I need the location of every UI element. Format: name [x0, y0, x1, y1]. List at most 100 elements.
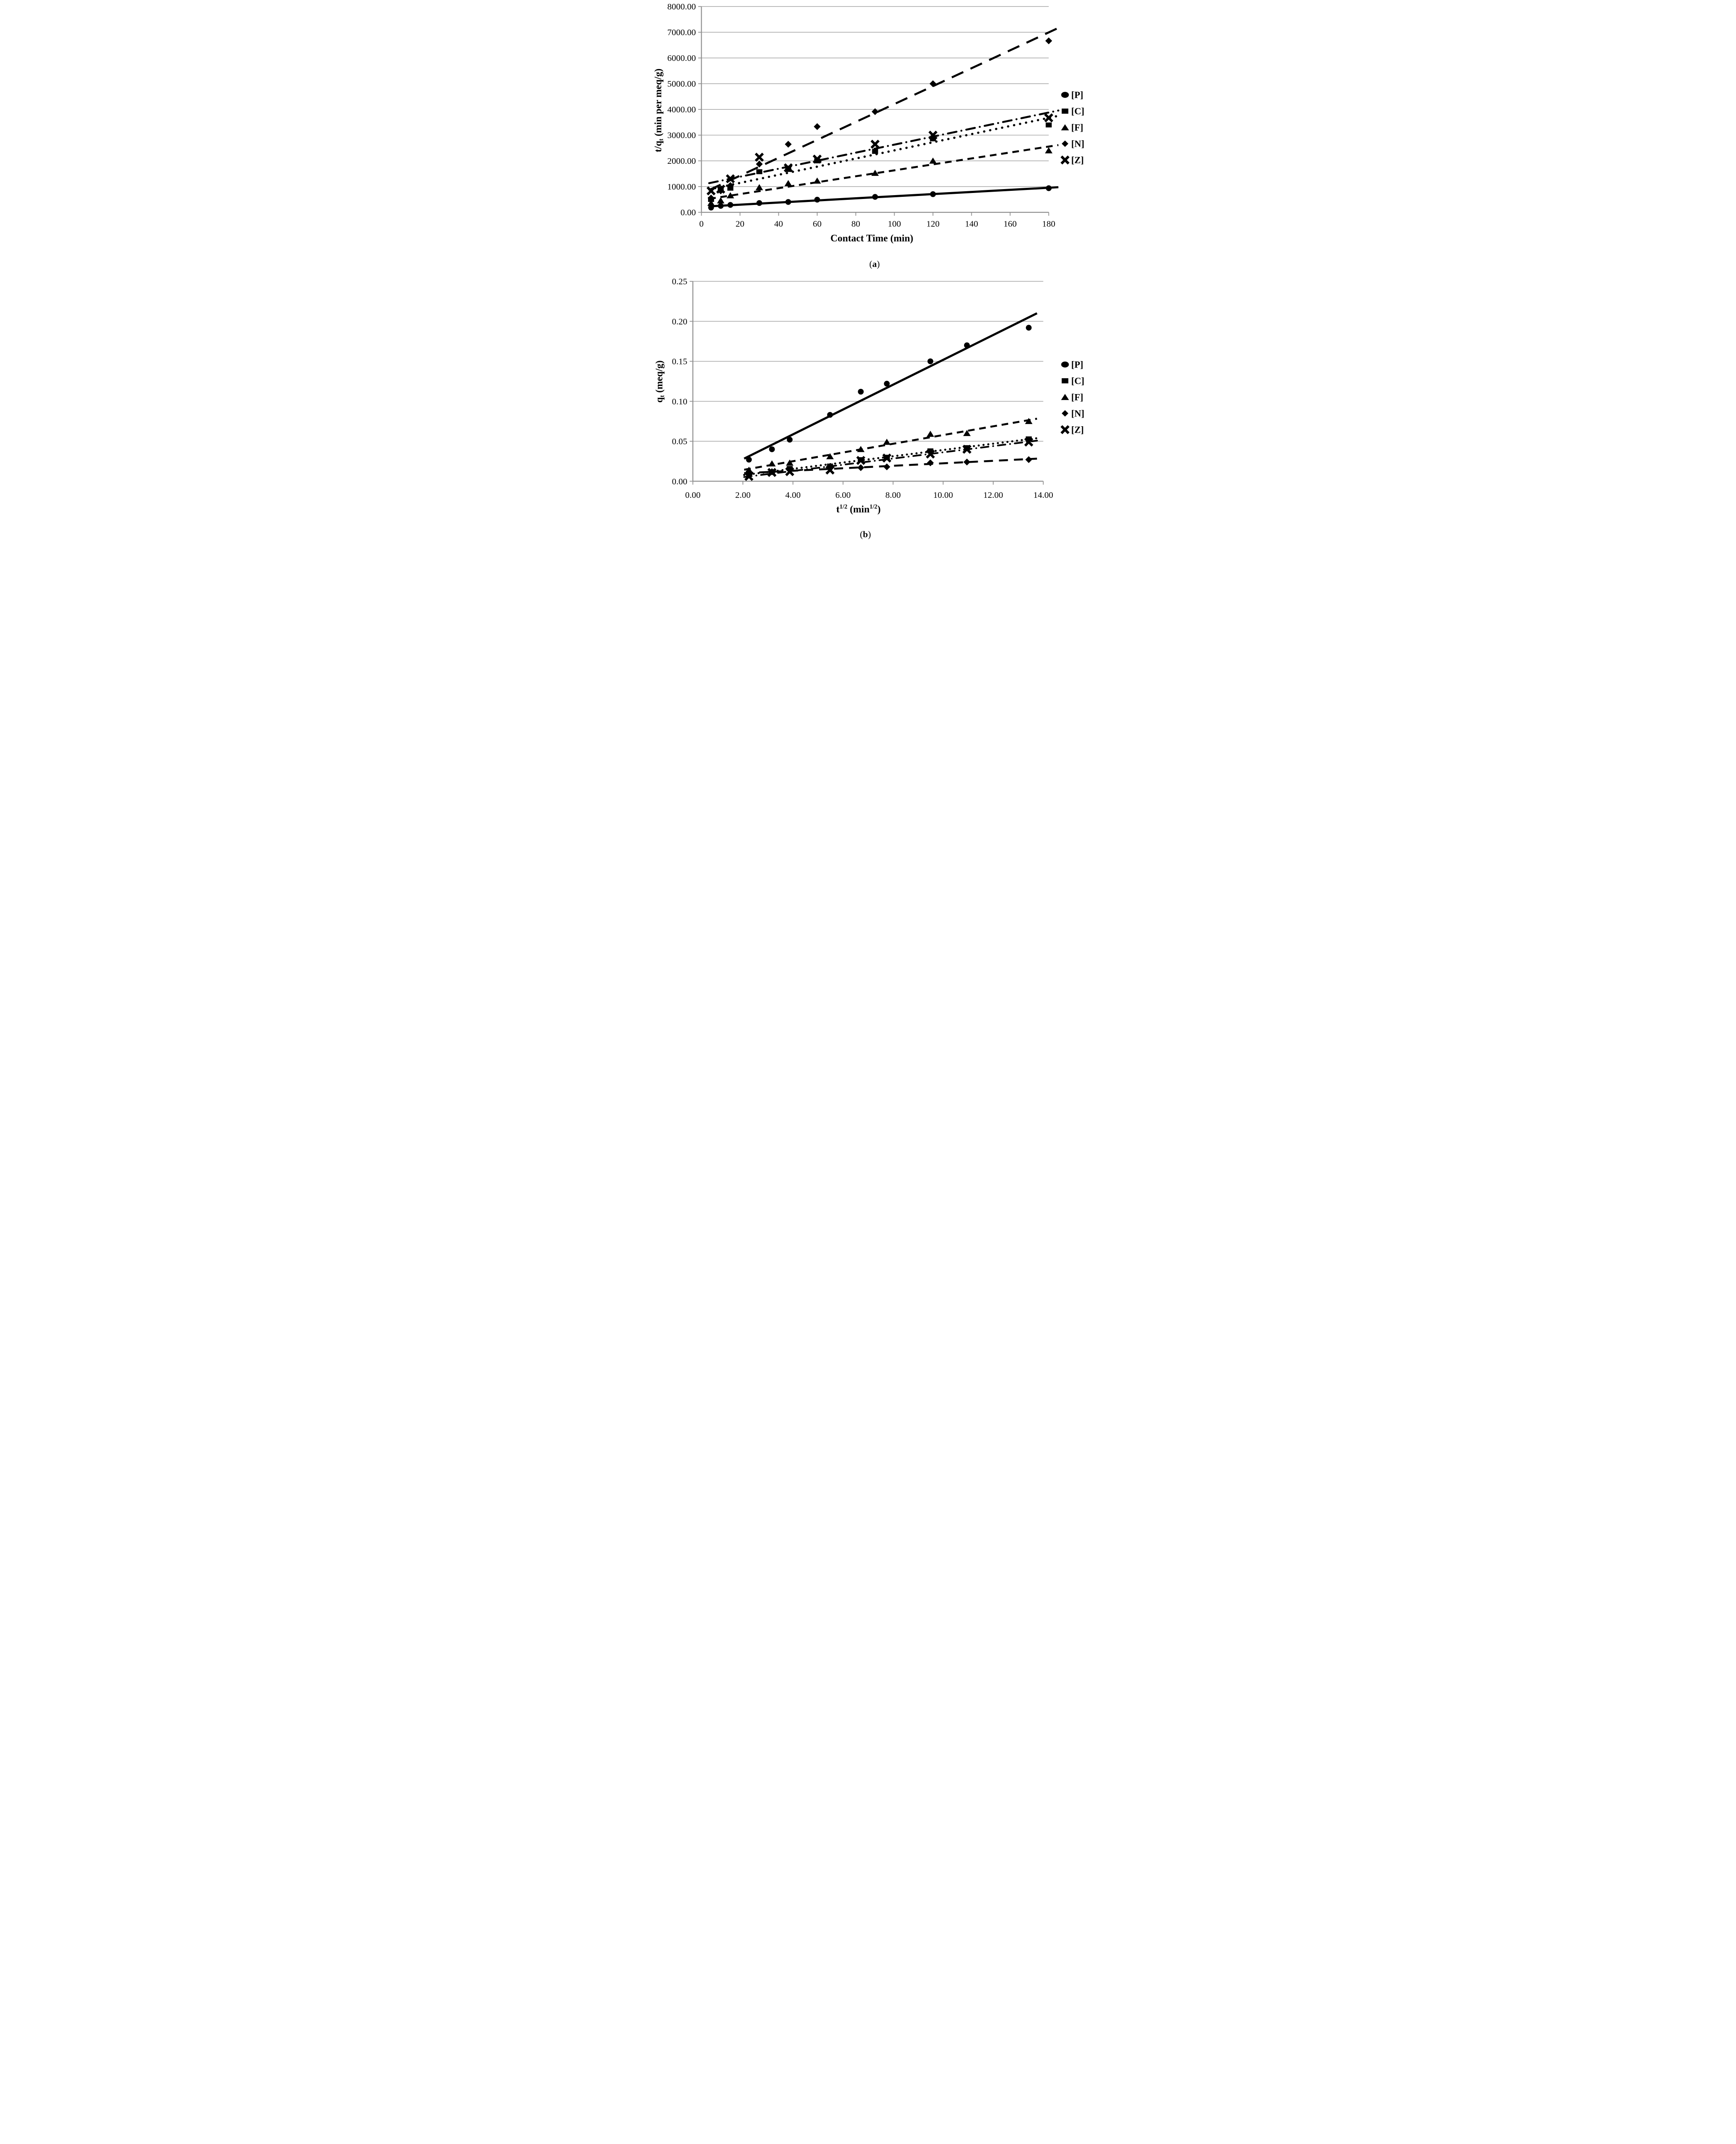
- series-Z: [706, 113, 1053, 196]
- x-tick-label: 8.00: [886, 491, 901, 500]
- marker-x-stroke: [882, 453, 892, 463]
- marker-circle: [727, 202, 733, 208]
- x-tick-label: 14.00: [1034, 491, 1053, 500]
- legend: [P] [C] [F] [N] [Z]: [1060, 90, 1085, 166]
- marker-circle: [787, 437, 793, 443]
- legend-label: [C]: [1071, 106, 1085, 117]
- marker-x-stroke: [785, 467, 795, 476]
- trendlines: [708, 27, 1060, 208]
- marker-x-stroke: [716, 184, 726, 194]
- marker-diamond: [727, 182, 734, 189]
- marker-square: [927, 448, 934, 454]
- y-tick-label: 0.10: [672, 397, 687, 407]
- y-tick-label: 3000.00: [667, 131, 696, 140]
- marker-triangle: [926, 431, 934, 437]
- trendline-P: [709, 186, 1059, 208]
- trendlines: [743, 312, 1038, 478]
- marker-circle: [785, 199, 791, 205]
- legend-entry-N: [N]: [1061, 408, 1085, 419]
- marker-circle: [858, 388, 864, 395]
- legend-label: [Z]: [1071, 155, 1084, 166]
- x-axis-title: t1/2 (min1/2): [836, 503, 880, 515]
- marker-x-stroke: [856, 456, 865, 465]
- legend-entry-N: [N]: [1061, 139, 1085, 149]
- marker-triangle: [826, 453, 834, 459]
- legend-label: [N]: [1071, 408, 1085, 419]
- legend-circle-icon: [1061, 92, 1069, 98]
- trendline-N: [708, 27, 1059, 191]
- trendline-F: [709, 144, 1059, 200]
- marker-x-stroke: [706, 186, 716, 196]
- y-tick-label: 0.05: [672, 437, 687, 446]
- legend-label: [N]: [1071, 139, 1085, 149]
- panel-caption: (b): [860, 529, 871, 539]
- marker-x-stroke: [962, 445, 972, 454]
- y-tick-label: 0.00: [681, 208, 696, 217]
- marker-diamond: [785, 141, 792, 148]
- x-axis-title: Contact Time (min): [830, 233, 913, 244]
- legend-entry-Z: [Z]: [1060, 425, 1084, 435]
- marker-square: [1046, 122, 1052, 128]
- marker-circle: [827, 412, 833, 418]
- trendline-Z: [708, 109, 1060, 184]
- marker-x-stroke: [754, 153, 764, 162]
- x-tick-label: 6.00: [835, 491, 851, 500]
- marker-triangle: [707, 199, 715, 206]
- legend-label: [Z]: [1071, 425, 1084, 435]
- marker-square: [814, 158, 820, 163]
- series-P: [708, 185, 1052, 211]
- marker-diamond: [857, 464, 865, 471]
- marker-triangle: [963, 430, 971, 436]
- legend-entry-P: [P]: [1061, 90, 1083, 100]
- marker-square: [872, 149, 878, 154]
- marker-triangle: [813, 177, 821, 184]
- y-tick-label: 0.15: [672, 357, 687, 367]
- legend-entry-F: [F]: [1061, 392, 1083, 403]
- marker-circle: [1026, 325, 1032, 331]
- marker-circle: [884, 381, 890, 387]
- y-tick-label: 5000.00: [667, 79, 696, 89]
- panel-caption: (a): [869, 259, 880, 269]
- marker-diamond: [883, 463, 890, 470]
- y-tick-label: 7000.00: [667, 28, 696, 37]
- marker-triangle: [1025, 418, 1033, 424]
- series-P: [746, 325, 1032, 463]
- y-axis-title: qt (meq/g): [654, 361, 666, 403]
- legend-entry-Z: [Z]: [1060, 155, 1084, 166]
- marker-square: [756, 169, 763, 175]
- marker-diamond: [1045, 37, 1052, 45]
- marker-triangle: [857, 446, 865, 452]
- marker-circle: [1046, 185, 1052, 191]
- marker-x-stroke: [744, 472, 753, 481]
- marker-triangle: [871, 169, 879, 176]
- marker-diamond: [927, 459, 934, 467]
- x-tick-label: 140: [965, 220, 978, 229]
- marker-circle: [814, 196, 820, 203]
- legend-entry-F: [F]: [1061, 122, 1083, 133]
- marker-x-stroke: [784, 163, 793, 172]
- legend-label: [P]: [1071, 90, 1083, 100]
- x-tick-label: 120: [926, 220, 940, 229]
- marker-x-stroke: [928, 130, 938, 140]
- marker-diamond: [1025, 456, 1032, 463]
- marker-square: [930, 136, 936, 142]
- marker-x-stroke: [870, 139, 880, 149]
- x-tick-label: 2.00: [735, 491, 750, 500]
- x-tick-label: 12.00: [983, 491, 1003, 500]
- x-tick-label: 180: [1042, 220, 1055, 229]
- legend-label: [P]: [1071, 359, 1083, 370]
- marker-x-stroke: [767, 468, 777, 477]
- series-Z: [744, 437, 1034, 481]
- x-tick-label: 80: [851, 220, 860, 229]
- legend-diamond-icon: [1061, 410, 1069, 417]
- marker-circle: [964, 342, 970, 349]
- marker-triangle: [745, 467, 753, 473]
- series-N: [708, 37, 1052, 202]
- trendline-Z: [743, 440, 1038, 478]
- trendline-F: [744, 418, 1037, 471]
- legend-diamond-icon: [1061, 140, 1069, 147]
- marker-triangle: [786, 459, 794, 466]
- chart-b: 0.00 0.05 0.10 0.15 0.20 0.25 0.00 2.00 4.00 6.00…: [654, 277, 1084, 539]
- marker-triangle: [1045, 147, 1053, 154]
- marker-triangle: [726, 192, 734, 199]
